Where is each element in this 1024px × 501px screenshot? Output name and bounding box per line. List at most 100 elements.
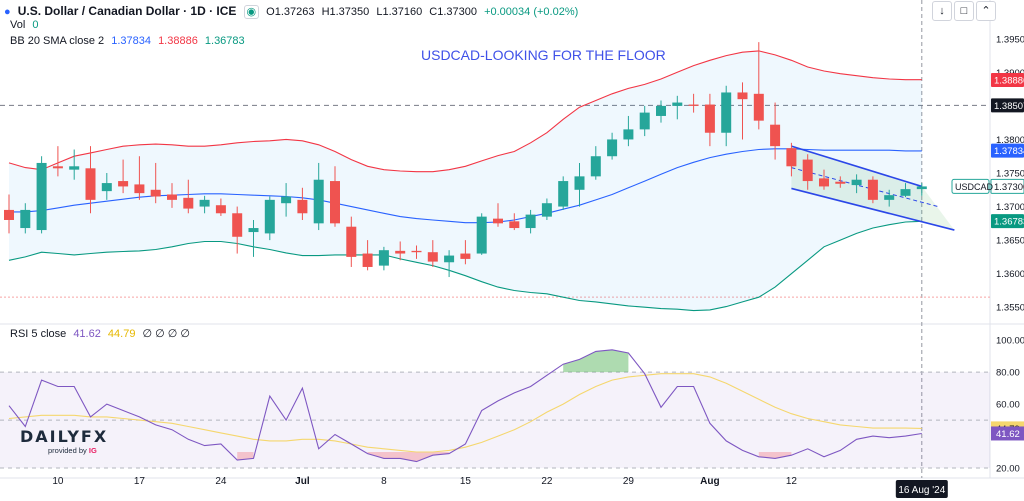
rsi-ma-line (8, 373, 922, 453)
candle (313, 162, 324, 231)
candle-body (590, 156, 601, 177)
candle-body (802, 159, 813, 182)
ohlc-high: H1.37350 (321, 6, 370, 18)
logo-subtitle: provided by IG (48, 446, 97, 455)
candle (558, 176, 569, 210)
candle (297, 187, 308, 220)
candle (835, 176, 846, 188)
candle (672, 95, 683, 120)
candle (264, 196, 275, 241)
rsi-oversold-fill (367, 452, 450, 462)
candle-body (427, 252, 438, 262)
candle-body (884, 195, 895, 200)
candle-body (574, 176, 585, 190)
candle (281, 183, 292, 217)
time-current-label: 16 Aug '24 (898, 485, 945, 496)
candle-body (623, 129, 634, 140)
candle (232, 206, 243, 254)
time-tick-label: 12 (786, 476, 798, 487)
price-tick-label: 1.38000 (996, 135, 1024, 146)
candle-body (786, 148, 797, 167)
candle (607, 132, 618, 160)
candle (574, 162, 585, 207)
candle (20, 203, 31, 234)
candle-body (835, 181, 846, 184)
candle (884, 189, 895, 207)
price-tick-label: 1.37000 (996, 202, 1024, 213)
candle-body (444, 255, 455, 263)
candle-body (85, 168, 96, 200)
candle (427, 240, 438, 267)
time-tick-label: Aug (700, 476, 719, 487)
candle-body (248, 228, 259, 233)
candle (199, 195, 210, 214)
candle-body (656, 105, 666, 116)
candle-body (281, 196, 292, 204)
candle (802, 154, 813, 190)
bollinger-legend[interactable]: BB 20 SMA close 2 1.37834 1.38886 1.3678… (10, 35, 249, 47)
candle (215, 198, 226, 216)
candle-body (264, 199, 275, 234)
price-tick-label: 1.39500 (996, 34, 1024, 45)
channel-lower-line (791, 187, 955, 231)
price-tick-label: 1.36000 (996, 269, 1024, 280)
candle-body (721, 92, 732, 133)
candle (36, 156, 47, 234)
candle (183, 179, 194, 214)
bollinger-band-fill (9, 50, 922, 311)
symbol-tag: USDCAD (955, 182, 994, 192)
candle (704, 93, 715, 147)
rsi-tick-label: 80.00 (996, 368, 1020, 379)
candle-body (672, 102, 683, 106)
candle-body (704, 104, 715, 133)
rsi-legend[interactable]: RSI 5 close 41.62 44.79 ∅ ∅ ∅ ∅ (10, 327, 194, 340)
volume-label: Vol (10, 19, 26, 31)
candle (330, 166, 340, 227)
price-tick-label: 1.36500 (996, 236, 1024, 247)
candle-body (867, 179, 878, 200)
candle (378, 246, 389, 271)
market-status-icon[interactable]: ◉ (243, 5, 260, 19)
channel-upper-line (791, 145, 923, 188)
logo-sub-brand: IG (88, 446, 97, 455)
price-label-basis: 1.37834 (994, 146, 1024, 157)
rsi-overbought-fill (563, 349, 629, 373)
price-label-last-bg (990, 178, 1024, 194)
candle-body (737, 92, 748, 100)
rsi-tick-label: 20.00 (996, 464, 1020, 475)
candle-body (362, 253, 373, 267)
candle (493, 203, 503, 227)
arrow-down-icon[interactable]: ↓ (932, 1, 952, 21)
rsi-axis-label-bg (991, 426, 1024, 441)
candle (770, 102, 781, 160)
maximize-icon[interactable]: □ (954, 1, 974, 21)
time-tick-label: 10 (52, 476, 64, 487)
rsi-label: RSI 5 close (10, 328, 67, 340)
candle-body (688, 104, 699, 106)
candle-body (118, 181, 129, 187)
rsi-ma-value: 44.79 (107, 328, 136, 340)
candle (916, 183, 927, 196)
volume-legend[interactable]: Vol 0 (10, 19, 42, 31)
rsi-tick-label: 60.00 (996, 400, 1020, 411)
candle (786, 142, 797, 177)
collapse-icon[interactable]: ⌃ (976, 1, 996, 21)
candle (248, 219, 259, 257)
candle-body (36, 162, 47, 231)
candle (639, 105, 650, 137)
logo-main-text: DAILYFX (20, 427, 109, 446)
time-tick-label: 24 (215, 476, 227, 487)
bollinger-label: BB 20 SMA close 2 (10, 35, 105, 47)
candle (167, 183, 177, 208)
annotation-text: USDCAD-LOOKING FOR THE FLOOR (421, 47, 666, 63)
candle (52, 146, 63, 177)
candle (362, 240, 373, 271)
candle (721, 85, 732, 147)
bollinger-upper-line (8, 50, 922, 173)
candle-body (346, 226, 357, 257)
candle (444, 250, 455, 278)
candle (688, 93, 699, 113)
candle-body (525, 214, 536, 229)
candle (900, 183, 911, 198)
